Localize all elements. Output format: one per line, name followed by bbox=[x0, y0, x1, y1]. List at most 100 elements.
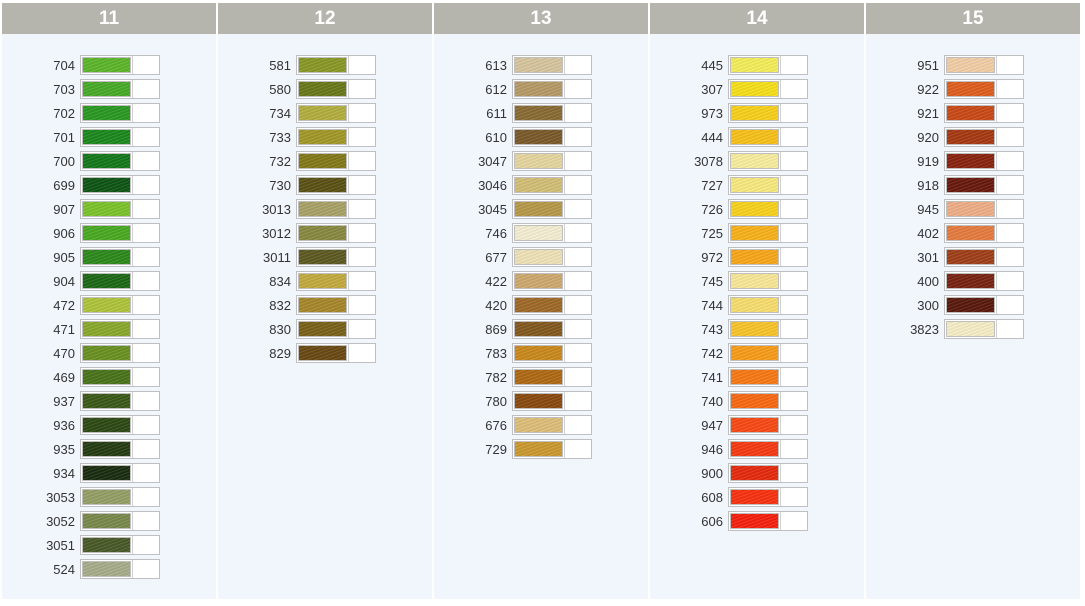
swatch-box[interactable] bbox=[728, 127, 808, 147]
swatch-row[interactable]: 937 bbox=[2, 389, 216, 413]
swatch-box[interactable] bbox=[296, 151, 376, 171]
swatch-box[interactable] bbox=[728, 463, 808, 483]
swatch-box[interactable] bbox=[512, 271, 592, 291]
swatch-box[interactable] bbox=[728, 271, 808, 291]
swatch-row[interactable]: 703 bbox=[2, 77, 216, 101]
swatch-row[interactable]: 472 bbox=[2, 293, 216, 317]
swatch-box[interactable] bbox=[944, 103, 1024, 123]
swatch-row[interactable]: 730 bbox=[218, 173, 432, 197]
swatch-box[interactable] bbox=[944, 151, 1024, 171]
swatch-row[interactable]: 580 bbox=[218, 77, 432, 101]
swatch-row[interactable]: 947 bbox=[650, 413, 864, 437]
swatch-box[interactable] bbox=[944, 223, 1024, 243]
swatch-box[interactable] bbox=[80, 367, 160, 387]
swatch-row[interactable]: 906 bbox=[2, 221, 216, 245]
swatch-box[interactable] bbox=[512, 223, 592, 243]
swatch-row[interactable]: 3052 bbox=[2, 509, 216, 533]
swatch-box[interactable] bbox=[80, 463, 160, 483]
swatch-box[interactable] bbox=[512, 103, 592, 123]
swatch-row[interactable]: 725 bbox=[650, 221, 864, 245]
swatch-row[interactable]: 613 bbox=[434, 53, 648, 77]
swatch-row[interactable]: 972 bbox=[650, 245, 864, 269]
swatch-row[interactable]: 921 bbox=[866, 101, 1080, 125]
swatch-box[interactable] bbox=[728, 175, 808, 195]
swatch-row[interactable]: 3051 bbox=[2, 533, 216, 557]
swatch-box[interactable] bbox=[728, 223, 808, 243]
swatch-box[interactable] bbox=[512, 343, 592, 363]
swatch-row[interactable]: 3053 bbox=[2, 485, 216, 509]
swatch-box[interactable] bbox=[944, 247, 1024, 267]
swatch-row[interactable]: 420 bbox=[434, 293, 648, 317]
swatch-box[interactable] bbox=[944, 295, 1024, 315]
swatch-row[interactable]: 3078 bbox=[650, 149, 864, 173]
swatch-row[interactable]: 922 bbox=[866, 77, 1080, 101]
swatch-box[interactable] bbox=[296, 103, 376, 123]
swatch-row[interactable]: 611 bbox=[434, 101, 648, 125]
swatch-row[interactable]: 934 bbox=[2, 461, 216, 485]
swatch-box[interactable] bbox=[80, 175, 160, 195]
swatch-box[interactable] bbox=[512, 247, 592, 267]
swatch-row[interactable]: 830 bbox=[218, 317, 432, 341]
swatch-row[interactable]: 307 bbox=[650, 77, 864, 101]
swatch-row[interactable]: 780 bbox=[434, 389, 648, 413]
swatch-row[interactable]: 920 bbox=[866, 125, 1080, 149]
swatch-row[interactable]: 301 bbox=[866, 245, 1080, 269]
swatch-box[interactable] bbox=[512, 319, 592, 339]
swatch-box[interactable] bbox=[80, 247, 160, 267]
swatch-box[interactable] bbox=[80, 79, 160, 99]
swatch-box[interactable] bbox=[296, 199, 376, 219]
swatch-box[interactable] bbox=[944, 79, 1024, 99]
swatch-box[interactable] bbox=[728, 247, 808, 267]
swatch-row[interactable]: 744 bbox=[650, 293, 864, 317]
swatch-box[interactable] bbox=[728, 343, 808, 363]
swatch-row[interactable]: 3012 bbox=[218, 221, 432, 245]
swatch-row[interactable]: 3045 bbox=[434, 197, 648, 221]
swatch-box[interactable] bbox=[296, 127, 376, 147]
swatch-row[interactable]: 3047 bbox=[434, 149, 648, 173]
swatch-box[interactable] bbox=[944, 271, 1024, 291]
swatch-row[interactable]: 945 bbox=[866, 197, 1080, 221]
swatch-row[interactable]: 905 bbox=[2, 245, 216, 269]
swatch-box[interactable] bbox=[296, 247, 376, 267]
swatch-box[interactable] bbox=[80, 511, 160, 531]
swatch-box[interactable] bbox=[80, 343, 160, 363]
swatch-box[interactable] bbox=[512, 199, 592, 219]
swatch-box[interactable] bbox=[296, 79, 376, 99]
swatch-row[interactable]: 3013 bbox=[218, 197, 432, 221]
swatch-box[interactable] bbox=[728, 439, 808, 459]
swatch-row[interactable]: 726 bbox=[650, 197, 864, 221]
swatch-row[interactable]: 702 bbox=[2, 101, 216, 125]
swatch-row[interactable]: 732 bbox=[218, 149, 432, 173]
swatch-row[interactable]: 676 bbox=[434, 413, 648, 437]
swatch-row[interactable]: 612 bbox=[434, 77, 648, 101]
swatch-box[interactable] bbox=[80, 439, 160, 459]
swatch-box[interactable] bbox=[296, 175, 376, 195]
swatch-row[interactable]: 3046 bbox=[434, 173, 648, 197]
swatch-box[interactable] bbox=[80, 127, 160, 147]
swatch-box[interactable] bbox=[80, 559, 160, 579]
swatch-box[interactable] bbox=[944, 199, 1024, 219]
swatch-row[interactable]: 677 bbox=[434, 245, 648, 269]
swatch-row[interactable]: 606 bbox=[650, 509, 864, 533]
swatch-row[interactable]: 936 bbox=[2, 413, 216, 437]
swatch-row[interactable]: 727 bbox=[650, 173, 864, 197]
swatch-row[interactable]: 935 bbox=[2, 437, 216, 461]
swatch-box[interactable] bbox=[80, 55, 160, 75]
swatch-box[interactable] bbox=[80, 487, 160, 507]
swatch-row[interactable]: 581 bbox=[218, 53, 432, 77]
swatch-row[interactable]: 746 bbox=[434, 221, 648, 245]
swatch-row[interactable]: 400 bbox=[866, 269, 1080, 293]
swatch-box[interactable] bbox=[296, 55, 376, 75]
swatch-row[interactable]: 734 bbox=[218, 101, 432, 125]
swatch-row[interactable]: 973 bbox=[650, 101, 864, 125]
swatch-row[interactable]: 733 bbox=[218, 125, 432, 149]
swatch-row[interactable]: 904 bbox=[2, 269, 216, 293]
swatch-row[interactable]: 745 bbox=[650, 269, 864, 293]
swatch-box[interactable] bbox=[512, 55, 592, 75]
swatch-row[interactable]: 470 bbox=[2, 341, 216, 365]
swatch-row[interactable]: 946 bbox=[650, 437, 864, 461]
swatch-row[interactable]: 3011 bbox=[218, 245, 432, 269]
swatch-box[interactable] bbox=[80, 295, 160, 315]
swatch-box[interactable] bbox=[728, 103, 808, 123]
swatch-row[interactable]: 701 bbox=[2, 125, 216, 149]
